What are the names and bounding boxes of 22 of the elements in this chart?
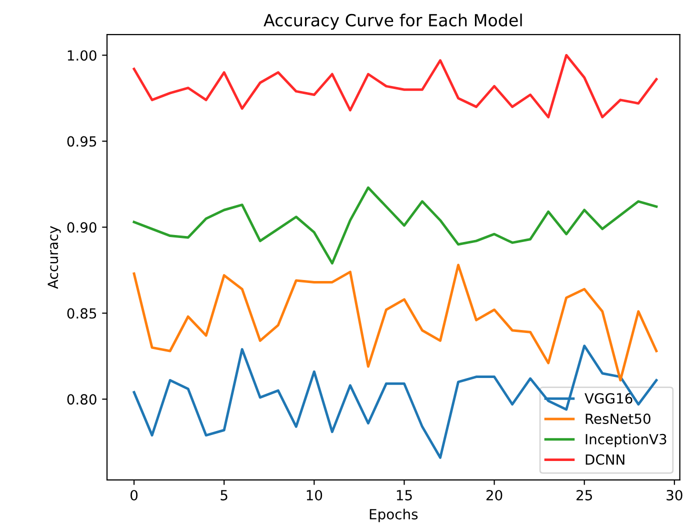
x-tick-label: 5 — [220, 490, 228, 500]
legend-label: InceptionV3 — [586, 434, 666, 448]
x-tick-label: 30 — [666, 490, 682, 500]
y-axis-title: Accuracy — [48, 226, 61, 289]
x-tick-label: 20 — [486, 490, 502, 500]
legend-label: VGG16 — [584, 393, 632, 404]
legend-label: ResNet50 — [586, 414, 650, 424]
x-tick-label: 15 — [396, 490, 412, 500]
legend-label: DCNN — [586, 454, 624, 465]
y-tick-label: 0.85 — [67, 308, 96, 319]
x-axis-title: Epochs — [370, 508, 418, 522]
line-series — [132, 54, 658, 118]
y-tick-label: 0.95 — [67, 136, 96, 147]
x-tick-label: 25 — [576, 490, 592, 500]
y-tick-label: 1.00 — [68, 50, 96, 61]
line-series — [132, 264, 658, 382]
x-tick-label: 0 — [130, 490, 138, 500]
y-tick-label: 0.80 — [67, 394, 96, 405]
y-tick-label: 0.90 — [67, 222, 96, 233]
line-series — [132, 186, 658, 265]
x-tick-label: 10 — [306, 490, 322, 500]
chart-title: Accuracy Curve for Each Model — [264, 14, 522, 30]
